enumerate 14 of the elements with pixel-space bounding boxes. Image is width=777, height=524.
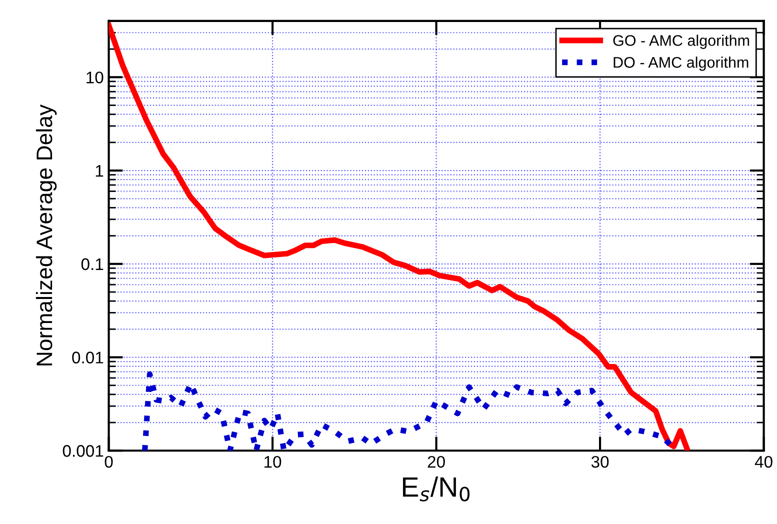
y-tick-label: 0.1 [81,258,104,270]
x-tick-label: 0 [104,456,113,468]
y-tick-label: 1 [96,165,104,177]
x-tick-label: 10 [264,456,282,468]
y-tick-label: 0.001 [62,445,104,457]
y-tick-label: 10 [86,72,104,84]
x-tick-label: 30 [591,456,609,468]
y-tick-label: 0.01 [72,352,104,364]
y-axis-title: Normalized Average Delay [36,104,57,366]
legend-label: GO - AMC algorithm [613,34,750,49]
x-tick-label: 20 [428,456,445,468]
x-axis-title: E$_{s}$/N$_{0}$ [403,476,470,502]
x-tick-label: 40 [754,456,772,468]
legend-label: DO - AMC algorithm [614,56,748,71]
